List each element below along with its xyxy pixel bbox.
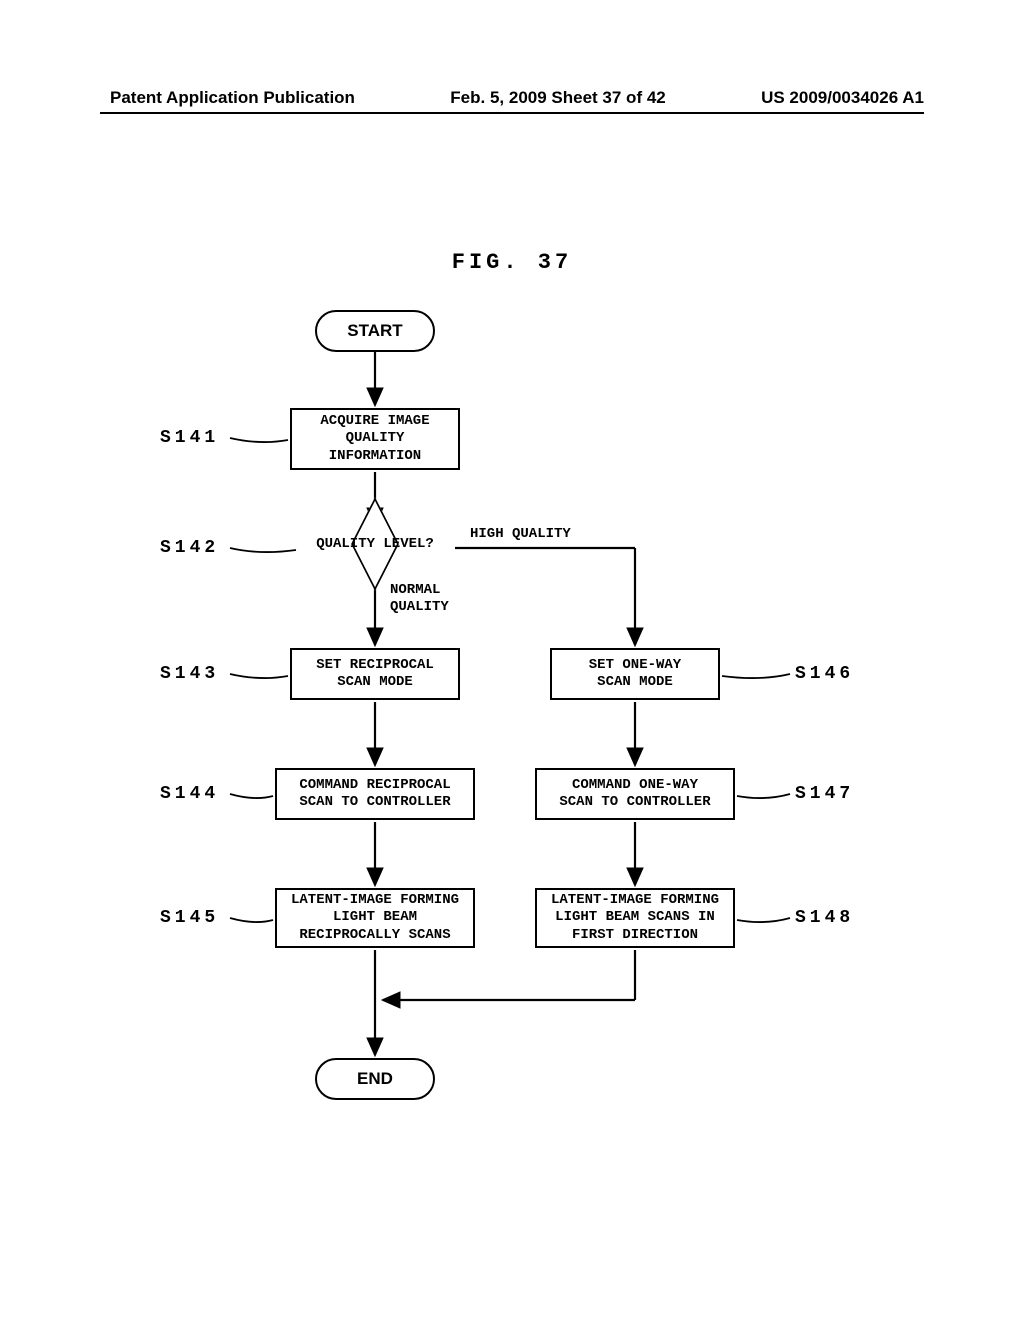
figure-title: FIG. 37	[0, 250, 1024, 275]
label-s142: S142	[160, 538, 219, 558]
label-s145: S145	[160, 908, 219, 928]
header-rule	[100, 112, 924, 114]
connector-arrows	[100, 300, 924, 1200]
flowchart: START ACQUIRE IMAGEQUALITYINFORMATION S1…	[100, 300, 924, 1200]
node-s146-text: SET ONE-WAYSCAN MODE	[589, 657, 681, 692]
node-s142: QUALITY LEVEL?	[300, 522, 450, 574]
node-s145-text: LATENT-IMAGE FORMINGLIGHT BEAMRECIPROCAL…	[291, 892, 459, 945]
header-right: US 2009/0034026 A1	[761, 88, 924, 108]
edge-high-quality: HIGH QUALITY	[470, 526, 571, 543]
node-s142-text: QUALITY LEVEL?	[300, 536, 450, 552]
node-s146: SET ONE-WAYSCAN MODE	[550, 648, 720, 700]
label-s147: S147	[795, 784, 854, 804]
node-start: START	[315, 310, 435, 352]
node-s141: ACQUIRE IMAGEQUALITYINFORMATION	[290, 408, 460, 470]
node-end: END	[315, 1058, 435, 1100]
node-s147: COMMAND ONE-WAYSCAN TO CONTROLLER	[535, 768, 735, 820]
node-s141-text: ACQUIRE IMAGEQUALITYINFORMATION	[320, 413, 429, 466]
node-end-text: END	[357, 1069, 393, 1089]
header-left: Patent Application Publication	[110, 88, 355, 108]
node-s145: LATENT-IMAGE FORMINGLIGHT BEAMRECIPROCAL…	[275, 888, 475, 948]
label-s143: S143	[160, 664, 219, 684]
node-s148-text: LATENT-IMAGE FORMINGLIGHT BEAM SCANS INF…	[551, 892, 719, 945]
node-s144: COMMAND RECIPROCALSCAN TO CONTROLLER	[275, 768, 475, 820]
node-s148: LATENT-IMAGE FORMINGLIGHT BEAM SCANS INF…	[535, 888, 735, 948]
header-center: Feb. 5, 2009 Sheet 37 of 42	[450, 88, 665, 108]
label-s141: S141	[160, 428, 219, 448]
edge-normal-quality: NORMALQUALITY	[390, 582, 449, 616]
node-s143-text: SET RECIPROCALSCAN MODE	[316, 657, 434, 692]
node-s144-text: COMMAND RECIPROCALSCAN TO CONTROLLER	[299, 777, 450, 812]
node-s147-text: COMMAND ONE-WAYSCAN TO CONTROLLER	[559, 777, 710, 812]
label-s144: S144	[160, 784, 219, 804]
node-s143: SET RECIPROCALSCAN MODE	[290, 648, 460, 700]
label-s148: S148	[795, 908, 854, 928]
label-s146: S146	[795, 664, 854, 684]
node-start-text: START	[347, 321, 402, 341]
page-header: Patent Application Publication Feb. 5, 2…	[0, 88, 1024, 108]
